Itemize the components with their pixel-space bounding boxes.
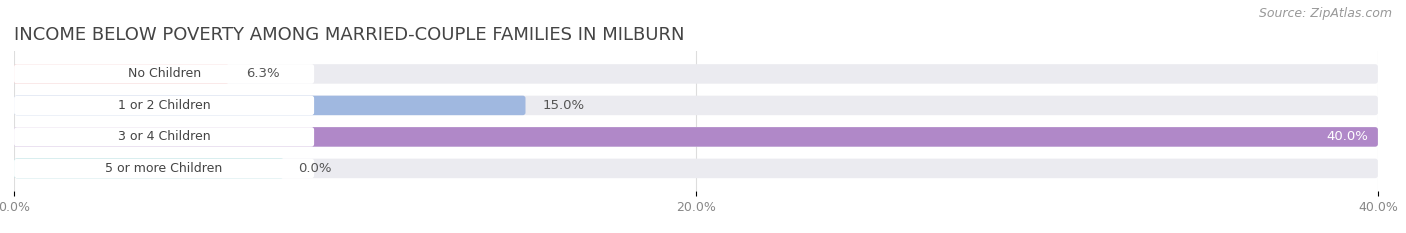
Text: 15.0%: 15.0% — [543, 99, 585, 112]
FancyBboxPatch shape — [14, 64, 1378, 84]
Text: No Children: No Children — [128, 67, 201, 80]
FancyBboxPatch shape — [14, 127, 1378, 147]
Text: 40.0%: 40.0% — [1326, 130, 1368, 143]
FancyBboxPatch shape — [14, 159, 314, 178]
FancyBboxPatch shape — [14, 159, 284, 178]
FancyBboxPatch shape — [14, 127, 314, 147]
Text: 1 or 2 Children: 1 or 2 Children — [118, 99, 211, 112]
Text: 6.3%: 6.3% — [246, 67, 280, 80]
FancyBboxPatch shape — [14, 64, 229, 84]
FancyBboxPatch shape — [14, 96, 526, 115]
FancyBboxPatch shape — [14, 96, 314, 115]
Text: 3 or 4 Children: 3 or 4 Children — [118, 130, 211, 143]
Text: Source: ZipAtlas.com: Source: ZipAtlas.com — [1258, 7, 1392, 20]
FancyBboxPatch shape — [14, 96, 1378, 115]
Text: 5 or more Children: 5 or more Children — [105, 162, 222, 175]
FancyBboxPatch shape — [14, 159, 1378, 178]
FancyBboxPatch shape — [14, 127, 1378, 147]
Text: 0.0%: 0.0% — [298, 162, 332, 175]
FancyBboxPatch shape — [14, 64, 314, 84]
Text: INCOME BELOW POVERTY AMONG MARRIED-COUPLE FAMILIES IN MILBURN: INCOME BELOW POVERTY AMONG MARRIED-COUPL… — [14, 26, 685, 44]
